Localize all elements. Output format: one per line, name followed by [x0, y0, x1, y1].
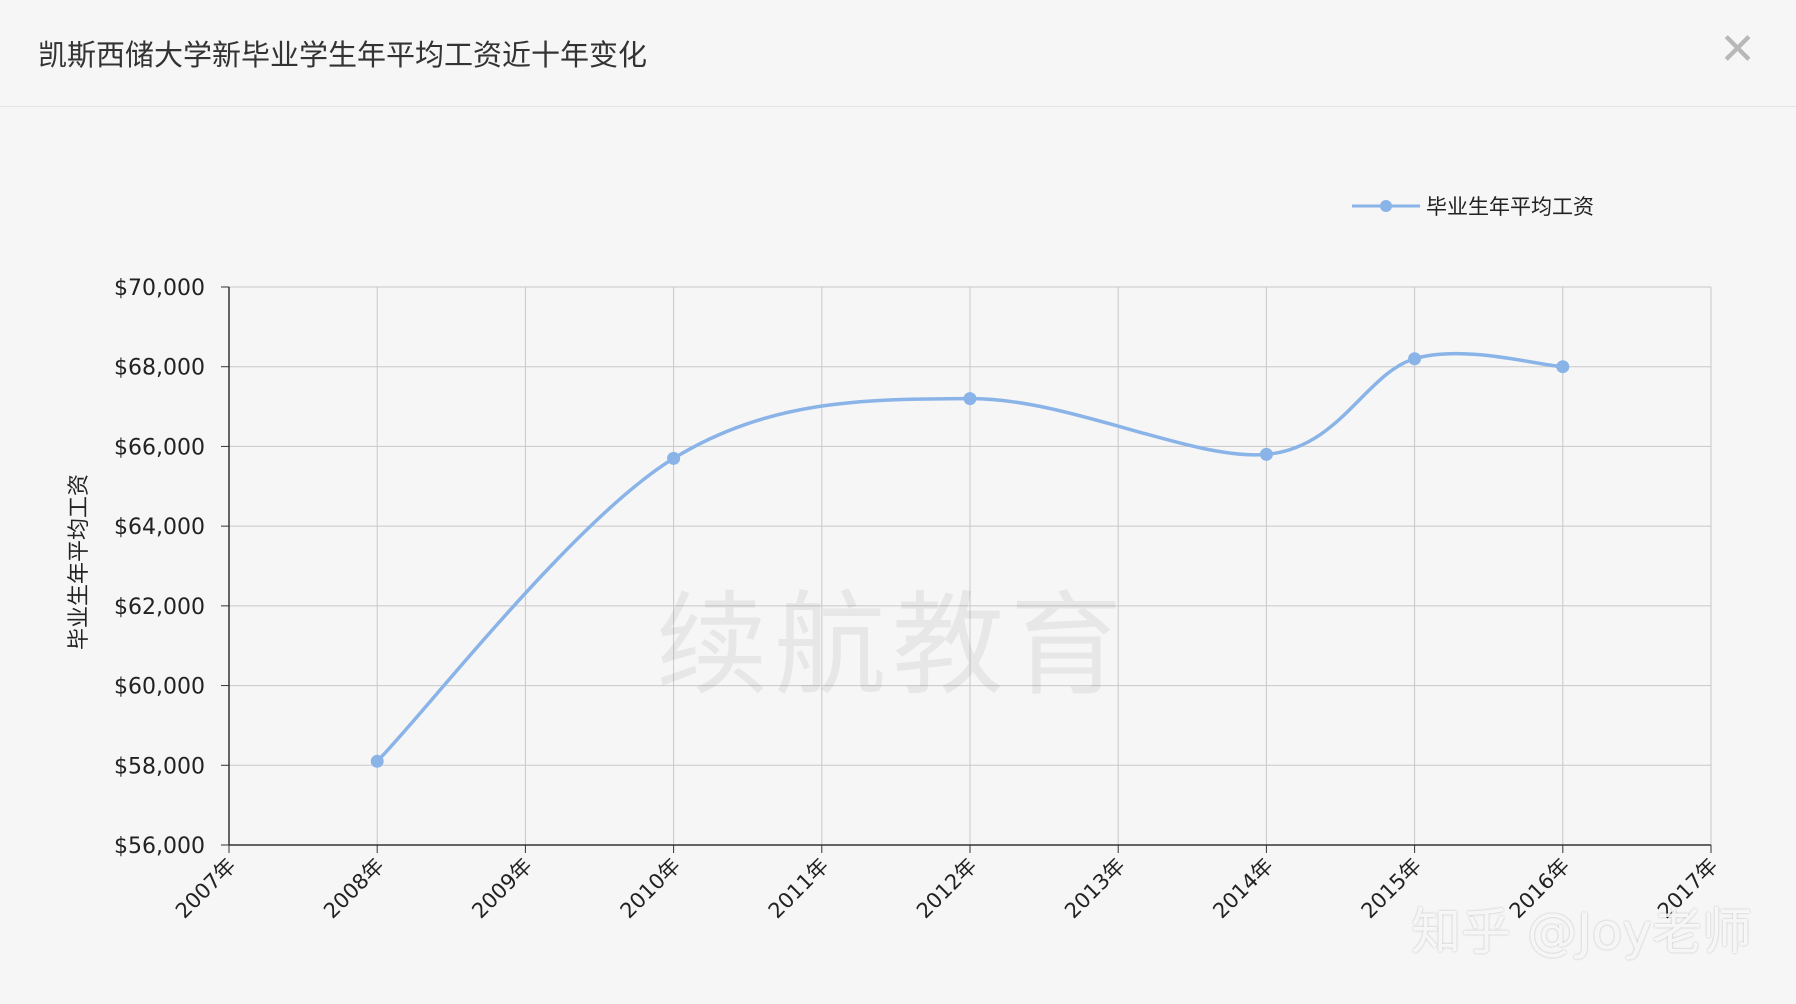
x-tick-label: 2014年: [1208, 854, 1278, 924]
window-title: 凯斯西储大学新毕业学生年平均工资近十年变化: [38, 38, 648, 72]
x-tick-label: 2017年: [1653, 854, 1723, 924]
y-tick-label: $58,000: [114, 754, 205, 779]
data-point: [1408, 352, 1422, 366]
close-icon[interactable]: ✕: [1719, 24, 1756, 75]
y-tick-label: $56,000: [114, 834, 205, 859]
y-tick-label: $60,000: [114, 675, 205, 700]
x-tick-label: 2016年: [1505, 854, 1575, 924]
window-header: 凯斯西储大学新毕业学生年平均工资近十年变化 ✕: [0, 0, 1796, 107]
legend[interactable]: 毕业生年平均工资: [1352, 195, 1594, 219]
data-point: [1556, 360, 1570, 374]
y-tick-labels: $56,000 $58,000 $60,000 $62,000 $64,000 $66,0…: [114, 276, 205, 859]
data-point: [370, 754, 384, 768]
x-tick-label: 2015年: [1357, 854, 1427, 924]
y-tick-label: $70,000: [114, 276, 205, 301]
data-point: [667, 451, 681, 465]
y-tick-label: $64,000: [114, 515, 205, 540]
x-tick-label: 2009年: [467, 854, 537, 924]
x-tick-label: 2007年: [171, 854, 241, 924]
axes: [221, 286, 1712, 853]
x-tick-label: 2010年: [616, 854, 686, 924]
legend-label: 毕业生年平均工资: [1426, 195, 1594, 219]
grid-lines: [228, 286, 1712, 846]
x-tick-label: 2012年: [912, 854, 982, 924]
y-axis-label: 毕业生年平均工资: [67, 474, 92, 650]
x-tick-label: 2013年: [1060, 854, 1130, 924]
y-tick-label: $68,000: [114, 356, 205, 381]
series-layer: [370, 351, 1570, 768]
y-tick-label: $66,000: [114, 435, 205, 460]
data-point: [963, 392, 977, 406]
data-point: [1259, 447, 1273, 461]
x-tick-label: 2008年: [319, 854, 389, 924]
y-tick-label: $62,000: [114, 595, 205, 620]
x-tick-label: 2011年: [764, 854, 834, 924]
legend-marker: [1380, 200, 1392, 212]
x-tick-labels: 2007年 2008年 2009年 2010年 2011年 2012年 2013年 2014年…: [171, 854, 1723, 924]
